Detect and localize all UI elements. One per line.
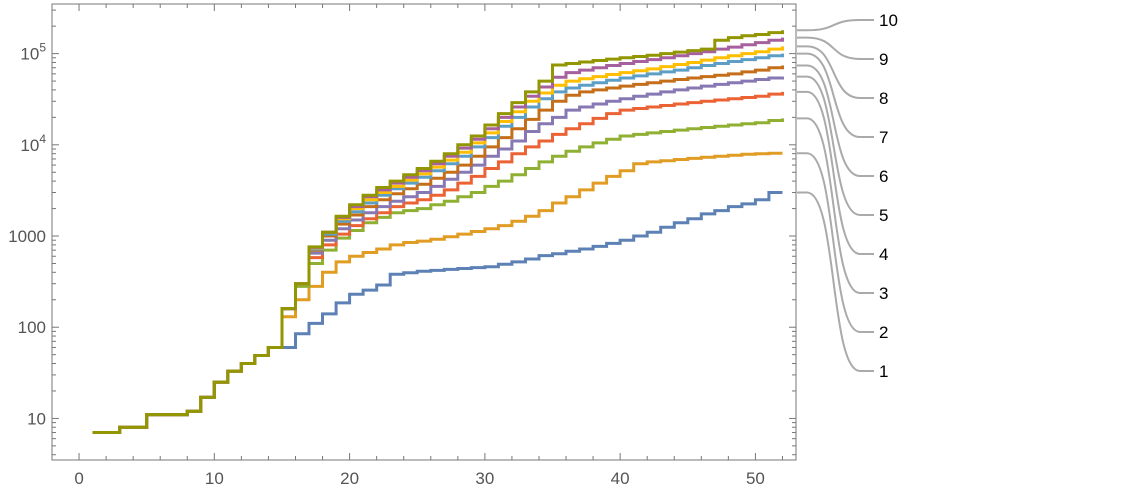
y-tick-label: 1000: [8, 227, 46, 246]
series-line-4: [92, 91, 784, 434]
plot-area-border: [51, 3, 797, 461]
legend-connector-9: [797, 36, 874, 60]
axis-ticks: [52, 4, 796, 460]
y-tick-label: 104: [20, 132, 46, 155]
x-tick-label: 20: [340, 469, 359, 488]
legend-connector-4: [797, 90, 874, 255]
x-tick-label: 50: [746, 469, 765, 488]
y-axis-tick-labels: 10 100 1000 104 105: [8, 41, 46, 429]
legend-connector-2: [797, 152, 874, 333]
y-tick-label: 100: [18, 318, 46, 337]
series-line-7: [92, 53, 784, 434]
legend-connector-7: [797, 52, 874, 138]
series-line-10: [92, 30, 784, 434]
x-axis-tick-labels: 0 10 20 30 40 50: [74, 469, 765, 488]
legend-label-1: 1: [879, 362, 888, 381]
legend-connector-8: [797, 45, 874, 99]
series-line-6: [92, 65, 784, 434]
legend-label-6: 6: [879, 167, 888, 186]
legend-label-8: 8: [879, 89, 888, 108]
x-tick-label: 10: [205, 469, 224, 488]
y-tick-label: 105: [20, 41, 46, 64]
legend-label-7: 7: [879, 128, 888, 147]
legend-connector-6: [797, 64, 874, 177]
legend-label-3: 3: [879, 284, 888, 303]
x-tick-label: 40: [611, 469, 630, 488]
x-tick-label: 0: [74, 469, 83, 488]
legend-connector-1: [797, 191, 874, 372]
legend-label-9: 9: [879, 50, 888, 69]
series-line-9: [92, 37, 784, 434]
legend-label-2: 2: [879, 323, 888, 342]
y-tick-label: 10: [27, 409, 46, 428]
legend-label-4: 4: [879, 245, 888, 264]
legend-connector-10: [797, 19, 874, 32]
legend-connector-3: [797, 117, 874, 294]
x-tick-label: 30: [475, 469, 494, 488]
series-line-1: [92, 191, 783, 434]
legend-label-5: 5: [879, 206, 888, 225]
legend-connector-5: [797, 75, 874, 216]
legend: 1 2 3 4 5 6 7 8 9 10: [797, 11, 898, 381]
plot-frame: [51, 3, 797, 461]
series-lines: [92, 30, 784, 434]
legend-label-10: 10: [879, 11, 898, 30]
series-line-3: [92, 118, 784, 434]
